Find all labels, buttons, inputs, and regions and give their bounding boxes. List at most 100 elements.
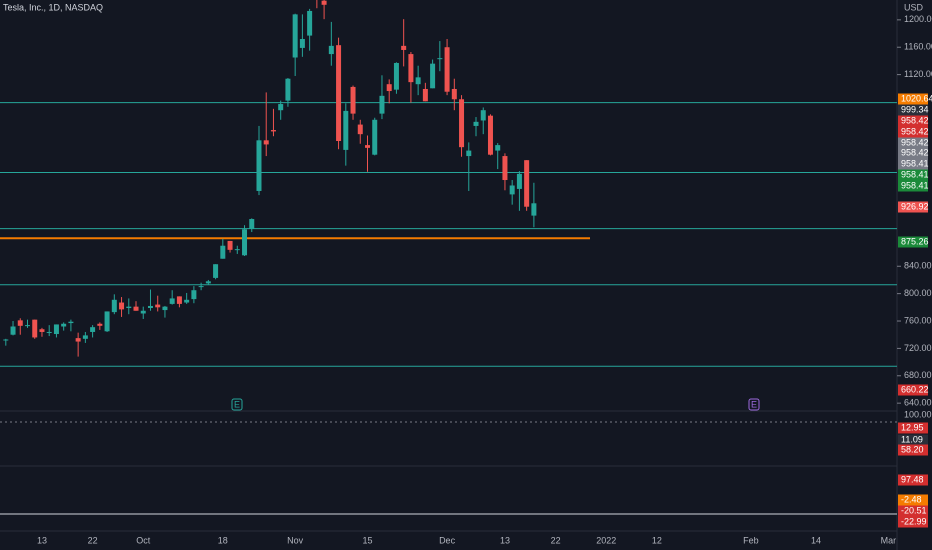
candle-body xyxy=(256,140,262,191)
candle-body xyxy=(270,130,276,132)
candle-body xyxy=(350,86,356,114)
candle-body xyxy=(386,84,392,92)
candle-body xyxy=(393,62,399,90)
candle-body xyxy=(32,319,38,338)
indicator-badge-label: 12.95 xyxy=(901,422,924,432)
price-badge-label: 999.34 xyxy=(901,104,929,114)
y-tick-label: 760.00 xyxy=(904,315,932,325)
candle-body xyxy=(328,45,334,55)
candle-body xyxy=(278,104,284,111)
candle-body xyxy=(104,311,110,332)
candle-body xyxy=(155,304,161,308)
candle-body xyxy=(531,203,537,216)
indicator-badge xyxy=(898,494,928,506)
candle-body xyxy=(372,119,378,155)
candle-body xyxy=(126,306,132,309)
indicator-badge xyxy=(898,474,928,486)
candle-body xyxy=(3,339,9,341)
y-tick-label: 680.00 xyxy=(904,370,932,380)
indicator-badge xyxy=(898,434,928,446)
candle-body xyxy=(111,299,117,313)
candle-body xyxy=(408,54,414,83)
candle-body xyxy=(75,338,81,342)
event-marker xyxy=(748,398,760,411)
price-badge-label: 958.42 xyxy=(901,126,929,136)
x-tick-label: Dec xyxy=(439,535,456,545)
event-marker-label: E xyxy=(751,399,757,409)
candle-body xyxy=(495,145,501,151)
price-badge-label: 875.26 xyxy=(901,236,929,246)
candle-body xyxy=(487,115,493,155)
candle-body xyxy=(242,229,248,256)
candle-body xyxy=(227,240,233,250)
x-tick-label: 15 xyxy=(362,535,372,545)
price-badge-label: 660.22 xyxy=(901,384,929,394)
candle-body xyxy=(234,249,240,251)
price-badge-label: 958.41 xyxy=(901,158,929,168)
x-tick-label: 22 xyxy=(88,535,98,545)
candle-body xyxy=(169,298,175,304)
candle-body xyxy=(61,323,67,327)
candle-body xyxy=(162,306,168,311)
x-tick-label: Feb xyxy=(743,535,759,545)
price-badge-label: 926.92 xyxy=(901,201,929,211)
candle-body xyxy=(473,121,479,126)
candle-body xyxy=(25,325,31,327)
indicator-badge xyxy=(898,422,928,434)
candle-body xyxy=(516,173,522,189)
x-tick-label: 18 xyxy=(218,535,228,545)
y-tick-label: 720.00 xyxy=(904,343,932,353)
y-tick-label: 1200.00 xyxy=(904,14,932,24)
price-badge xyxy=(898,137,928,149)
price-badge xyxy=(898,201,928,213)
candle-body xyxy=(444,47,450,92)
candle-body xyxy=(147,305,153,309)
event-marker xyxy=(231,398,243,411)
price-badge xyxy=(898,169,928,181)
candle-body xyxy=(307,10,313,36)
candle-body xyxy=(524,160,530,207)
price-badge xyxy=(898,115,928,127)
candle-body xyxy=(68,321,74,324)
price-badge xyxy=(898,384,928,396)
candle-body xyxy=(213,264,219,278)
price-badge xyxy=(898,158,928,170)
y-tick-label: 1120.00 xyxy=(904,69,932,79)
candle-body xyxy=(46,331,52,333)
candle-body xyxy=(97,323,103,326)
candle-body xyxy=(459,99,465,148)
candle-body xyxy=(422,88,428,102)
indicator-badge xyxy=(898,516,928,528)
symbol-title: Tesla, Inc., 1D, NASDAQ xyxy=(3,2,103,12)
price-badge-label: 958.42 xyxy=(901,137,929,147)
price-badge-label: 958.41 xyxy=(901,180,929,190)
price-badge xyxy=(898,104,928,116)
candle-body xyxy=(480,110,486,121)
candle-body xyxy=(82,335,88,339)
candle-body xyxy=(140,310,146,314)
candle-body xyxy=(119,302,125,310)
x-tick-label: 13 xyxy=(500,535,510,545)
price-badge xyxy=(898,236,928,248)
x-tick-label: 22 xyxy=(551,535,561,545)
price-badge xyxy=(898,93,928,105)
x-tick-label: 13 xyxy=(37,535,47,545)
x-tick-label: 2022 xyxy=(596,535,616,545)
candle-body xyxy=(263,140,269,145)
candle-body xyxy=(437,58,443,60)
candle-body xyxy=(39,329,45,332)
candle-body xyxy=(415,77,421,85)
candle-body xyxy=(365,145,370,148)
candle-body xyxy=(343,110,349,150)
candle-body xyxy=(466,150,472,157)
y-tick-label: 800.00 xyxy=(904,288,932,298)
price-badge-label: 1020.64 xyxy=(901,93,932,103)
price-badge-label: 958.42 xyxy=(901,115,929,125)
candle-body xyxy=(220,245,226,259)
candle-body xyxy=(53,324,59,335)
indicator-badge-label: -2.48 xyxy=(901,494,922,504)
candle-body xyxy=(430,63,436,89)
